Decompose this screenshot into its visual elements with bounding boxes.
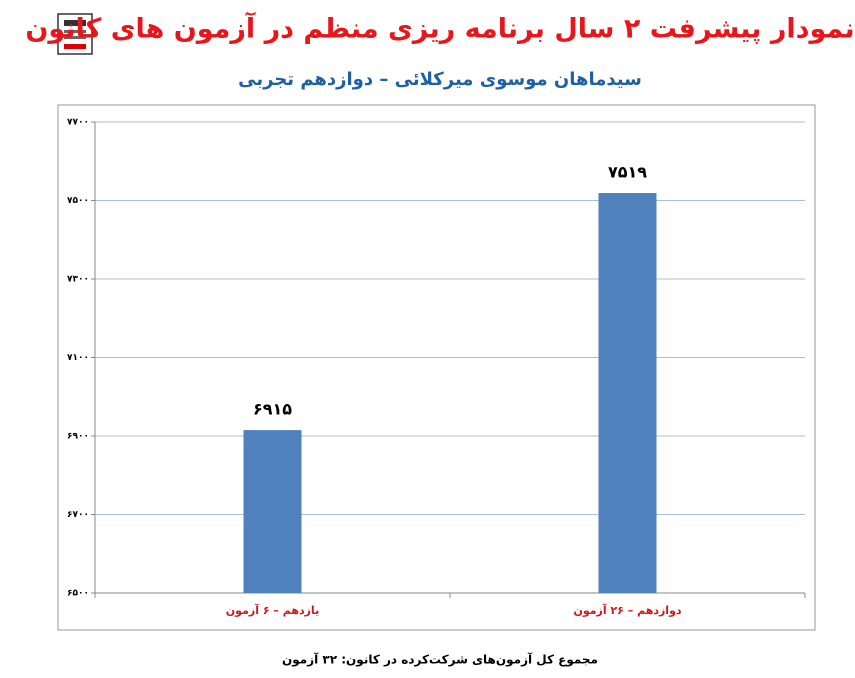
data-label: ۶۹۱۵ — [253, 400, 292, 419]
x-tick-label: یازدهم – ۶ آزمون — [226, 603, 319, 617]
y-tick-label: ۶۵۰۰ — [67, 589, 89, 599]
y-tick-label: ۷۷۰۰ — [67, 118, 89, 128]
chart-subtitle: سیدماهان موسوی میرکلائی – دوازدهم تجربی — [238, 69, 642, 90]
y-tick-label: ۶۷۰۰ — [67, 510, 89, 520]
logo — [57, 13, 93, 55]
y-tick-label: ۷۳۰۰ — [67, 275, 89, 285]
plot-frame — [57, 104, 816, 631]
bar — [598, 193, 657, 594]
y-tick-label: ۷۱۰۰ — [67, 353, 89, 363]
y-tick-label: ۷۵۰۰ — [67, 196, 89, 206]
chart-title: نمودار پیشرفت ۲ سال برنامه ریزی منظم در … — [25, 12, 854, 45]
x-tick-label: دوازدهم – ۲۶ آزمون — [573, 603, 681, 617]
data-label: ۷۵۱۹ — [608, 163, 647, 182]
bar — [243, 430, 302, 593]
footnote: مجموع کل آزمون‌های شرکت‌کرده در کانون: ۳… — [282, 652, 598, 668]
y-tick-label: ۶۹۰۰ — [67, 432, 89, 442]
